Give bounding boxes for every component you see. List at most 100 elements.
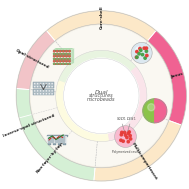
Text: Dual: Dual: [94, 90, 108, 94]
Circle shape: [51, 86, 53, 88]
Text: structures: structures: [89, 93, 114, 98]
Wedge shape: [143, 99, 155, 123]
Circle shape: [129, 138, 132, 140]
Circle shape: [136, 50, 138, 53]
Circle shape: [53, 50, 55, 52]
Wedge shape: [56, 80, 109, 142]
Circle shape: [63, 55, 64, 57]
Circle shape: [63, 63, 64, 64]
Circle shape: [42, 86, 44, 88]
Circle shape: [57, 58, 58, 60]
Wedge shape: [19, 115, 95, 181]
Circle shape: [51, 93, 53, 95]
Circle shape: [48, 83, 50, 85]
Polygon shape: [53, 60, 71, 62]
Circle shape: [144, 57, 146, 59]
Circle shape: [127, 140, 129, 143]
Circle shape: [60, 55, 61, 57]
Polygon shape: [53, 50, 71, 52]
Circle shape: [120, 139, 122, 142]
Circle shape: [37, 86, 39, 88]
Circle shape: [66, 55, 67, 57]
Circle shape: [69, 63, 70, 64]
Circle shape: [126, 136, 128, 139]
Circle shape: [60, 53, 61, 54]
Circle shape: [45, 83, 47, 85]
Text: Janus: Janus: [170, 72, 184, 79]
Circle shape: [40, 83, 42, 85]
Circle shape: [40, 86, 42, 88]
Circle shape: [53, 60, 55, 62]
Wedge shape: [155, 99, 167, 123]
Circle shape: [42, 93, 44, 95]
Circle shape: [66, 58, 67, 60]
Circle shape: [139, 49, 142, 52]
Circle shape: [48, 86, 50, 88]
Circle shape: [129, 134, 131, 137]
Circle shape: [34, 86, 36, 88]
Circle shape: [63, 53, 64, 54]
Text: Multicompartment: Multicompartment: [130, 142, 158, 181]
Circle shape: [69, 60, 70, 62]
Bar: [51, 136, 53, 142]
Bar: [46, 135, 67, 136]
Text: microbeads: microbeads: [87, 97, 115, 102]
Circle shape: [57, 63, 58, 64]
Circle shape: [40, 90, 42, 92]
Circle shape: [115, 126, 136, 147]
Circle shape: [57, 55, 58, 57]
Circle shape: [37, 83, 39, 85]
Circle shape: [45, 86, 47, 88]
Circle shape: [16, 11, 186, 181]
Polygon shape: [53, 63, 71, 65]
Bar: [58, 136, 61, 145]
Circle shape: [128, 131, 130, 133]
Circle shape: [131, 42, 152, 64]
Circle shape: [123, 131, 126, 134]
Circle shape: [51, 90, 53, 92]
Text: Non-layer-by-layer: Non-layer-by-layer: [35, 138, 67, 174]
Circle shape: [57, 53, 58, 54]
Circle shape: [136, 47, 141, 52]
Circle shape: [63, 60, 64, 62]
Circle shape: [124, 134, 127, 136]
Bar: [47, 136, 66, 142]
Circle shape: [143, 47, 146, 49]
Bar: [33, 89, 53, 95]
Circle shape: [63, 58, 64, 60]
Circle shape: [48, 90, 50, 92]
Circle shape: [69, 58, 70, 60]
Circle shape: [53, 63, 55, 64]
Circle shape: [57, 50, 58, 52]
Circle shape: [40, 93, 42, 95]
Circle shape: [127, 132, 129, 135]
Circle shape: [37, 90, 39, 92]
Circle shape: [141, 53, 144, 56]
Text: Opal-structured: Opal-structured: [15, 48, 50, 70]
Circle shape: [120, 134, 122, 136]
Wedge shape: [16, 88, 55, 161]
Circle shape: [69, 50, 70, 52]
Circle shape: [53, 58, 55, 60]
Circle shape: [63, 50, 64, 52]
Wedge shape: [108, 67, 147, 141]
Wedge shape: [58, 50, 136, 83]
Circle shape: [42, 90, 44, 92]
Polygon shape: [53, 55, 71, 57]
Wedge shape: [94, 120, 181, 181]
Bar: [48, 138, 50, 142]
Polygon shape: [53, 58, 71, 60]
Circle shape: [135, 56, 138, 58]
Circle shape: [34, 93, 36, 95]
Circle shape: [53, 53, 55, 54]
Text: Inverse-opal structured: Inverse-opal structured: [2, 113, 55, 138]
Wedge shape: [31, 26, 171, 166]
Circle shape: [66, 50, 67, 52]
Circle shape: [64, 58, 139, 134]
Wedge shape: [17, 31, 55, 90]
Circle shape: [60, 58, 61, 60]
Circle shape: [60, 60, 61, 62]
Circle shape: [69, 53, 70, 54]
Circle shape: [136, 56, 138, 58]
Bar: [62, 135, 64, 142]
